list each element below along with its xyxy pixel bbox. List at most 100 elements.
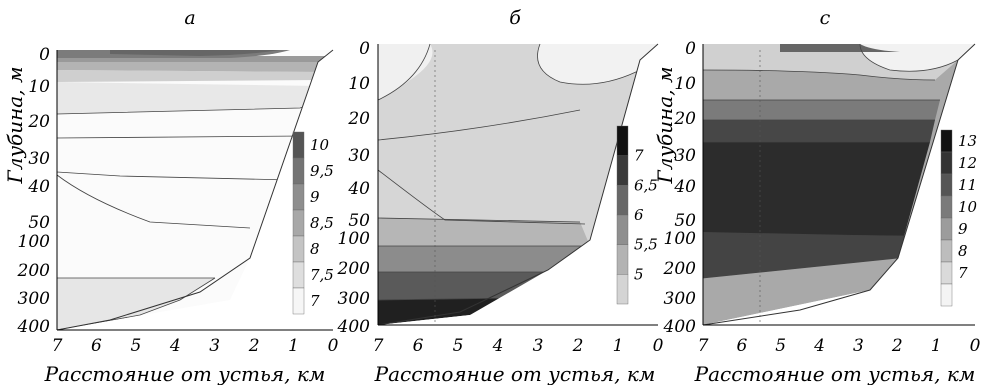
y-tick-label: 400 — [337, 317, 371, 337]
contour-lines — [702, 43, 959, 279]
y-tick-label: 30 — [28, 149, 50, 169]
y-tick-label: 10 — [674, 74, 696, 94]
legend-swatch — [292, 287, 305, 315]
panel-title: б — [509, 7, 521, 29]
y-tick-label: 30 — [674, 146, 696, 166]
y-tick-label: 40 — [347, 179, 370, 199]
band-6 — [378, 218, 590, 246]
legend-label: 7 — [634, 147, 644, 165]
band-7-plus — [378, 298, 520, 325]
y-tick-label: 300 — [664, 289, 697, 309]
y-tick-label: 100 — [664, 229, 697, 249]
legend-swatch — [616, 214, 629, 245]
legend-label: 9 — [958, 220, 968, 238]
legend-label: 12 — [958, 154, 977, 172]
y-tick-label: 0 — [359, 39, 370, 59]
legend-label: 7,5 — [310, 266, 334, 284]
y-tick-label: 300 — [338, 289, 371, 309]
x-axis-label: Расстояние от устья, км — [44, 362, 326, 385]
legend-label: 8 — [958, 242, 968, 260]
y-tick-label: 200 — [337, 259, 371, 279]
y-tick-label: 50 — [674, 211, 696, 231]
band-7-5-deep — [57, 278, 215, 330]
y-tick-label: 50 — [348, 211, 370, 231]
bottom-mask — [378, 44, 665, 335]
legend-label: 5 — [634, 265, 644, 283]
band-5 — [378, 44, 433, 100]
legend-label: 6,5 — [634, 176, 658, 194]
panel-title: с — [820, 7, 831, 29]
band-5-top — [537, 44, 658, 85]
legend-swatch — [616, 125, 629, 156]
legend-label: 7 — [958, 264, 968, 282]
y-tick-label: 20 — [673, 109, 696, 129]
legend-swatch — [940, 239, 953, 263]
panel-b: б — [377, 7, 665, 335]
x-tick-label: 7 — [373, 336, 384, 356]
y-axis-label: Глубина, м — [3, 66, 27, 184]
x-tick-label: 0 — [653, 336, 664, 356]
band-11-deep — [703, 232, 905, 278]
legend-swatch — [292, 157, 305, 185]
band-11-top — [780, 44, 900, 52]
legend-swatch — [292, 183, 305, 211]
legend-label: 9,5 — [310, 162, 334, 180]
contour-fills — [703, 44, 975, 325]
legend-swatch — [292, 131, 305, 159]
legend-swatch — [940, 129, 953, 153]
x-tick-label: 5 — [130, 336, 141, 356]
legend-label: 13 — [958, 132, 977, 150]
x-tick-label: 2 — [248, 336, 260, 356]
legend-swatch — [940, 283, 953, 307]
x-axis-label: Расстояние от устья, км — [374, 362, 656, 385]
legend-label: 9 — [310, 188, 320, 206]
band-8-5 — [57, 62, 326, 72]
x-tick-label: 2 — [572, 336, 584, 356]
x-tick-label: 5 — [453, 336, 464, 356]
band-10 — [703, 100, 940, 120]
y-tick-label: 20 — [347, 109, 370, 129]
band-7-5 — [57, 82, 320, 114]
y-tick-label: 0 — [685, 39, 696, 59]
bottom-outline — [377, 43, 659, 326]
legend-swatch — [940, 261, 953, 285]
legend-label: 8,5 — [310, 214, 334, 232]
legend-swatch — [292, 261, 305, 289]
y-tick-label: 200 — [663, 259, 697, 279]
x-tick-label: 4 — [813, 336, 825, 356]
legend-label: 10 — [310, 136, 330, 154]
y-tick-label: 400 — [17, 317, 51, 337]
legend-swatch — [292, 209, 305, 237]
band-6-5 — [378, 246, 590, 272]
legend-swatch — [292, 235, 305, 263]
x-tick-label: 7 — [52, 336, 63, 356]
bottom-outline — [702, 43, 976, 326]
band-7 — [860, 44, 975, 72]
legend-swatch — [616, 244, 629, 275]
panel-title: а — [184, 7, 195, 29]
legend-label: 10 — [958, 198, 978, 216]
x-tick-label: 2 — [891, 336, 903, 356]
band-8 — [57, 70, 323, 82]
legend-label: 5,5 — [634, 236, 658, 254]
x-axis-label: Расстояние от устья, км — [694, 362, 976, 385]
y-tick-label: 40 — [27, 177, 50, 197]
y-tick-label: 40 — [673, 177, 696, 197]
band-7 — [57, 50, 333, 330]
x-tick-label: 4 — [169, 336, 181, 356]
x-tick-label: 1 — [931, 336, 942, 356]
legend-swatch — [940, 151, 953, 175]
x-tick-label: 3 — [853, 336, 864, 356]
y-tick-label: 100 — [338, 229, 371, 249]
x-tick-label: 5 — [775, 336, 786, 356]
contour-lines — [377, 43, 641, 301]
contour-fills — [378, 44, 658, 325]
x-tick-label: 0 — [328, 336, 339, 356]
legend-label: 7 — [310, 292, 320, 310]
band-11 — [703, 120, 935, 142]
x-tick-label: 4 — [492, 336, 504, 356]
y-tick-label: 300 — [18, 289, 51, 309]
x-tick-label: 6 — [736, 336, 747, 356]
